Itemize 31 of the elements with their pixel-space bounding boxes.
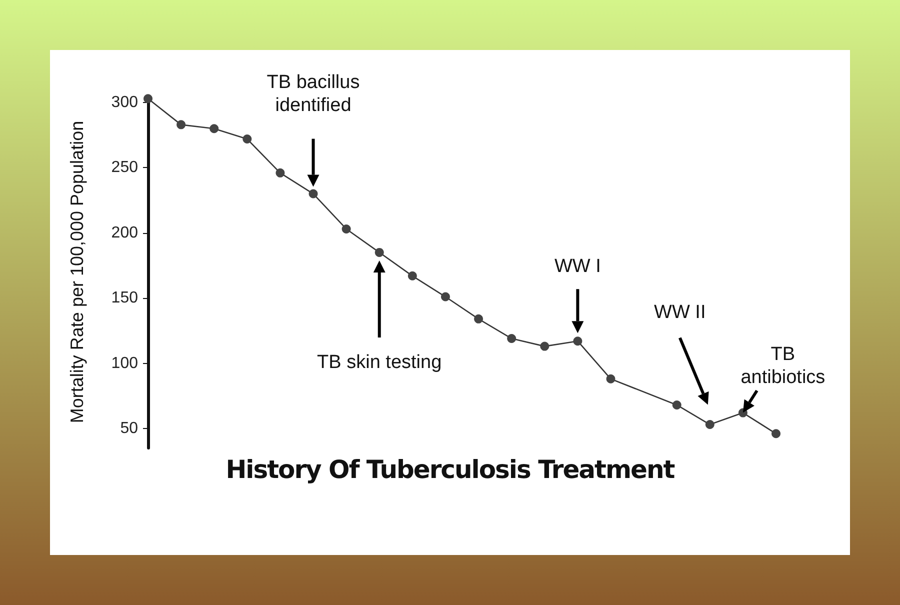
annotation: TB skin testing <box>316 350 443 374</box>
point <box>772 429 780 438</box>
point <box>474 314 484 324</box>
point <box>342 224 351 234</box>
annotation: WW II <box>653 301 707 324</box>
y-tick-label: 250 <box>111 159 138 176</box>
point <box>540 342 550 351</box>
point <box>176 120 186 130</box>
point <box>210 124 219 134</box>
y-tick-label: 100 <box>111 354 138 372</box>
point <box>705 420 714 430</box>
point <box>573 336 582 346</box>
point <box>276 168 285 178</box>
annotation: WW I <box>553 254 602 278</box>
point <box>308 189 318 198</box>
point <box>606 374 616 384</box>
y-tick-label: 200 <box>111 224 138 242</box>
annotation: TB bacillus identified <box>266 70 361 117</box>
point <box>408 271 417 280</box>
y-tick-label: 300 <box>111 94 138 112</box>
point <box>144 94 152 104</box>
y-tick-label: 50 <box>120 420 138 437</box>
y-axis-title: Mortality Rate per 100,000 Population <box>67 120 87 424</box>
point <box>374 248 384 257</box>
point <box>242 134 252 144</box>
point <box>672 400 682 410</box>
text: History Of Tuberculosis Treatment <box>224 455 676 484</box>
point <box>440 292 450 302</box>
point <box>507 334 516 343</box>
y-tick-label: 150 <box>111 290 138 307</box>
annotation: TB antibiotics <box>740 342 826 389</box>
